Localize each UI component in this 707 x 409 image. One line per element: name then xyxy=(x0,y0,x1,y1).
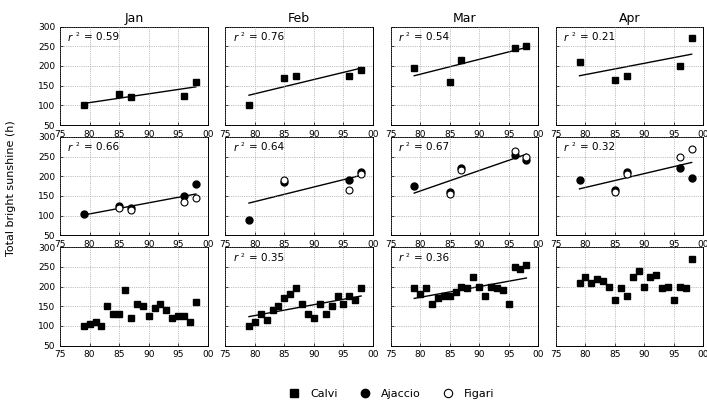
Text: = 0.36: = 0.36 xyxy=(414,252,450,263)
Text: $^2$: $^2$ xyxy=(405,252,411,261)
Text: $r$: $r$ xyxy=(563,142,570,153)
Text: $^2$: $^2$ xyxy=(240,252,245,261)
Text: $r$: $r$ xyxy=(233,142,240,153)
Text: $^2$: $^2$ xyxy=(240,31,245,40)
Text: $r$: $r$ xyxy=(67,142,74,153)
Text: $^2$: $^2$ xyxy=(571,142,576,151)
Title: Jan: Jan xyxy=(124,12,144,25)
Text: = 0.66: = 0.66 xyxy=(83,142,119,152)
Text: $^2$: $^2$ xyxy=(75,142,80,151)
Text: = 0.76: = 0.76 xyxy=(249,32,284,42)
Text: = 0.35: = 0.35 xyxy=(249,252,284,263)
Text: $r$: $r$ xyxy=(398,31,405,43)
Text: $r$: $r$ xyxy=(398,142,405,153)
Text: = 0.64: = 0.64 xyxy=(249,142,284,152)
Text: $^2$: $^2$ xyxy=(405,142,411,151)
Legend: Calvi, Ajaccio, Figari: Calvi, Ajaccio, Figari xyxy=(279,384,499,403)
Text: Total bright sunshine (h): Total bright sunshine (h) xyxy=(6,120,16,256)
Text: $r$: $r$ xyxy=(398,252,405,263)
Text: $r$: $r$ xyxy=(233,252,240,263)
Text: = 0.32: = 0.32 xyxy=(580,142,614,152)
Text: = 0.59: = 0.59 xyxy=(83,32,119,42)
Text: = 0.67: = 0.67 xyxy=(414,142,450,152)
Text: $^2$: $^2$ xyxy=(405,31,411,40)
Text: $^2$: $^2$ xyxy=(75,31,80,40)
Text: = 0.21: = 0.21 xyxy=(580,32,614,42)
Text: $r$: $r$ xyxy=(67,31,74,43)
Text: $^2$: $^2$ xyxy=(240,142,245,151)
Text: $^2$: $^2$ xyxy=(571,31,576,40)
Text: $r$: $r$ xyxy=(233,31,240,43)
Title: Apr: Apr xyxy=(619,12,641,25)
Title: Feb: Feb xyxy=(288,12,310,25)
Text: = 0.54: = 0.54 xyxy=(414,32,450,42)
Title: Mar: Mar xyxy=(452,12,477,25)
Text: $r$: $r$ xyxy=(563,31,570,43)
